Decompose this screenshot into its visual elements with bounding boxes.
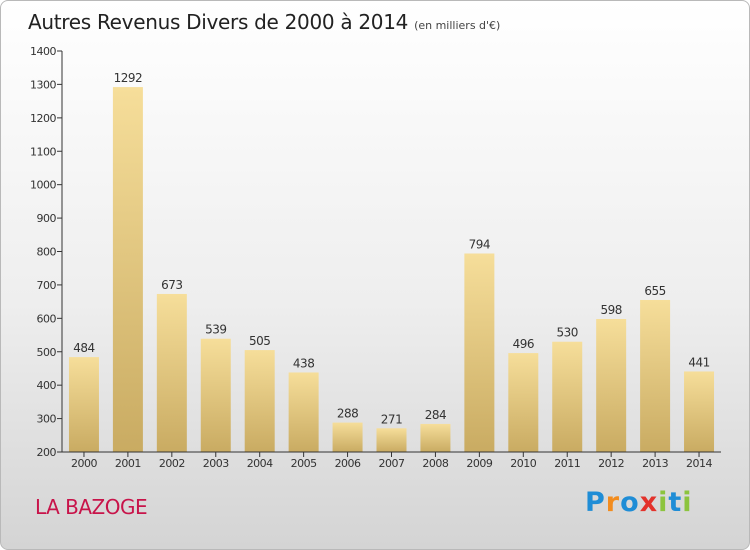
x-tick-label: 2009 [466,457,492,470]
x-tick-label: 2003 [203,457,229,470]
logo-letter: t [668,487,683,518]
bar [464,253,495,452]
bar-value-label: 539 [205,323,226,337]
x-tick-label: 2010 [510,457,536,470]
bar [332,422,363,452]
bar-value-label: 1292 [114,71,143,85]
bar [288,372,319,452]
x-tick-label: 2014 [686,457,712,470]
x-tick-label: 2005 [291,457,317,470]
bar [684,371,715,452]
bar [376,428,407,452]
y-tick-label: 1100 [30,145,56,158]
logo-letter: i [658,487,669,518]
y-tick-label: 700 [37,279,57,292]
x-tick-label: 2000 [71,457,97,470]
y-tick-label: 1300 [30,78,56,91]
y-tick-label: 900 [37,212,57,225]
y-tick-label: 800 [37,246,57,259]
logo-letter: x [639,487,659,518]
y-tick-label: 300 [37,413,57,426]
y-tick-label: 1200 [30,112,56,125]
bar [596,319,627,452]
y-tick-label: 600 [37,312,57,325]
chart-subtitle: (en milliers d'€) [414,19,501,32]
logo-letter: P [585,487,606,518]
bar [112,87,143,452]
x-tick-label: 2006 [335,457,361,470]
chart-title-text: Autres Revenus Divers de 2000 à 2014 [28,10,409,34]
proxiti-logo: Proxiti [585,487,693,518]
bar [552,341,583,452]
bar [68,357,99,452]
bars-group: 484 1292 673 539 505 438 288 271 284 794 496 530 598… [68,71,715,452]
y-axis: 200 300 400 500 600 700 800 900 1000 1100 1200 1300… [30,45,63,459]
bar [200,338,231,452]
x-tick-label: 2007 [379,457,405,470]
x-axis: 2000 2001 2002 2003 2004 2005 2006 2007 2008 2009… [62,451,721,470]
x-tick-label: 2002 [159,457,185,470]
x-tick-label: 2011 [554,457,580,470]
x-tick-label: 2012 [598,457,624,470]
y-tick-label: 1000 [30,179,56,192]
logo-letter: o [620,487,640,518]
bar-value-label: 655 [644,284,665,298]
chart-title: Autres Revenus Divers de 2000 à 2014 (en … [28,10,500,34]
bar-value-label: 505 [249,334,270,348]
y-tick-label: 200 [37,446,57,459]
bar-value-label: 441 [688,355,709,369]
bar-value-label: 438 [293,356,314,370]
bar [244,350,275,452]
bar-value-label: 496 [513,337,534,351]
bar [420,423,451,452]
bar-value-label: 284 [425,408,446,422]
x-tick-label: 2013 [642,457,668,470]
y-tick-label: 400 [37,379,57,392]
x-tick-label: 2001 [115,457,141,470]
bar [508,353,539,452]
bar-value-label: 673 [161,278,182,292]
logo-letter: i [682,487,693,518]
bar-value-label: 484 [73,341,94,355]
y-tick-label: 1400 [30,45,56,58]
bar-value-label: 794 [469,238,490,252]
bar-value-label: 598 [600,303,621,317]
bar-value-label: 271 [381,412,402,426]
x-tick-label: 2004 [247,457,273,470]
bar-chart: 200 300 400 500 600 700 800 900 1000 1100 1200 1300… [30,45,721,470]
bar [156,293,187,452]
x-tick-label: 2008 [422,457,448,470]
bar-value-label: 288 [337,407,358,421]
bar [640,299,671,452]
bar-value-label: 530 [557,326,578,340]
y-tick-label: 500 [37,346,57,359]
logo-letter: r [605,487,621,518]
place-name: LA BAZOGE [35,495,148,519]
